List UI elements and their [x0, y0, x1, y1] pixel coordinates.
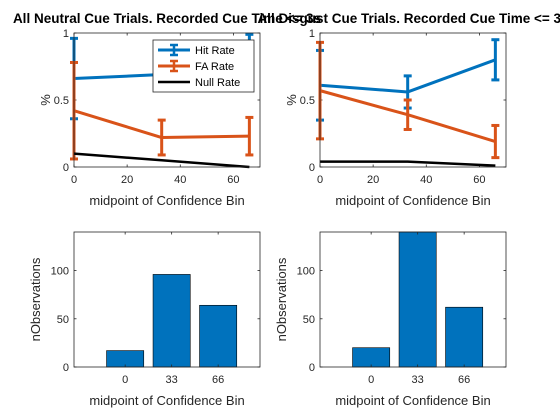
bar-plot-disgust: 0 33 66 0 50 100 midpoint of Confidence Bin nOb… — [274, 231, 507, 408]
y-axis-label: nObservations — [28, 257, 43, 341]
x-tick-label: 20 — [367, 174, 379, 186]
x-tick-label: 20 — [121, 174, 133, 186]
axes-box — [73, 32, 261, 168]
axes-box — [319, 32, 507, 168]
y-axis-label: nObservations — [274, 257, 289, 341]
legend: Hit Rate FA Rate Null Rate — [152, 39, 255, 93]
line-plot-neutral: 0 20 40 60 0 0.5 1 midpoint of Confidence Bin% A… — [13, 11, 321, 208]
bar — [398, 231, 437, 368]
y-tick-label: 0 — [63, 362, 69, 374]
bar — [199, 304, 238, 368]
x-tick-label: 33 — [412, 374, 424, 386]
y-tick-label: 1 — [63, 28, 69, 40]
bar — [445, 306, 484, 368]
x-tick-label: 40 — [174, 174, 186, 186]
axes-box — [73, 231, 261, 368]
chart-title: All Neutral Cue Trials. Recorded Cue Tim… — [13, 11, 321, 26]
y-tick-label: 0 — [309, 162, 315, 174]
y-axis-label: % — [38, 94, 53, 106]
x-tick-label: 33 — [166, 374, 178, 386]
x-tick-label: 0 — [71, 174, 77, 186]
y-tick-label: 0 — [63, 162, 69, 174]
x-axis-label: midpoint of Confidence Bin — [89, 393, 244, 408]
x-axis-label: midpoint of Confidence Bin — [89, 193, 244, 208]
bar-plot-neutral: 0 33 66 0 50 100 midpoint of Confidence Bin nOb… — [28, 231, 261, 408]
y-tick-label: 50 — [303, 314, 315, 326]
legend-label-null: Null Rate — [195, 77, 240, 89]
y-tick-label: 50 — [57, 314, 69, 326]
x-tick-label: 60 — [227, 174, 239, 186]
series-line-null — [73, 152, 250, 169]
y-tick-label: 100 — [51, 266, 69, 278]
x-axis-label: midpoint of Confidence Bin — [335, 393, 490, 408]
x-tick-label: 0 — [122, 374, 128, 386]
x-tick-label: 66 — [458, 374, 470, 386]
x-tick-label: 0 — [368, 374, 374, 386]
x-tick-label: 0 — [317, 174, 323, 186]
y-tick-label: 0 — [309, 362, 315, 374]
y-tick-label: 1 — [309, 28, 315, 40]
bar — [352, 347, 391, 368]
legend-label-fa: FA Rate — [195, 61, 234, 73]
y-tick-label: 0.5 — [54, 95, 69, 107]
bar — [152, 274, 191, 368]
y-tick-label: 100 — [297, 266, 315, 278]
axes-box — [319, 231, 507, 368]
legend-label-hit: Hit Rate — [195, 45, 235, 57]
x-axis-label: midpoint of Confidence Bin — [335, 193, 490, 208]
y-axis-label: % — [284, 94, 299, 106]
series-line-null — [320, 160, 496, 167]
x-tick-label: 60 — [473, 174, 485, 186]
x-tick-label: 66 — [212, 374, 224, 386]
line-plot-disgust: 0 20 40 60 0 0.5 1 midpoint of Confidence Bin% A… — [257, 11, 560, 208]
y-tick-label: 0.5 — [300, 95, 315, 107]
chart-title: All Disgust Cue Trials. Recorded Cue Tim… — [257, 11, 560, 26]
x-tick-label: 40 — [420, 174, 432, 186]
plot-area — [320, 33, 506, 167]
